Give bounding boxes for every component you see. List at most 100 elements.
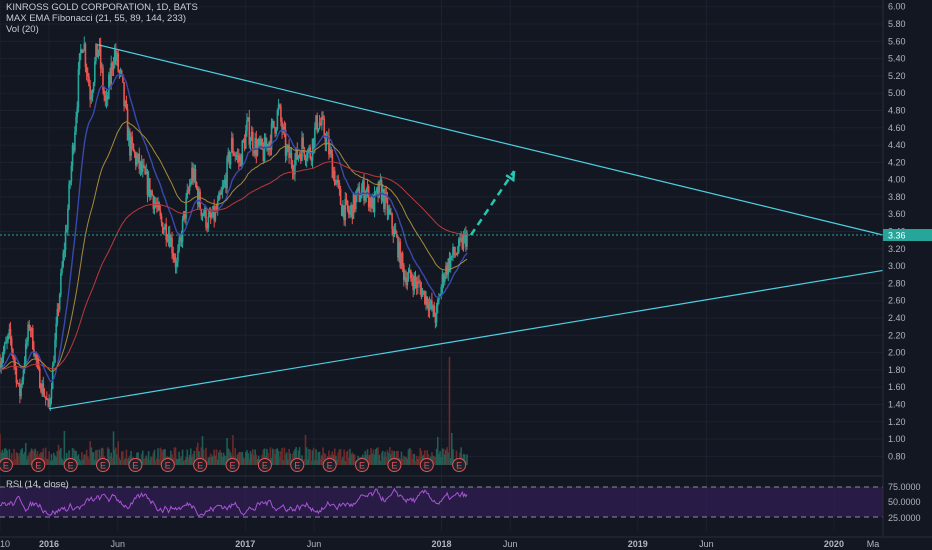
volume-bar xyxy=(380,452,383,465)
candle xyxy=(232,138,234,154)
volume-bar xyxy=(79,460,82,465)
volume-bar xyxy=(13,448,15,465)
volume-bar xyxy=(340,459,343,465)
candle xyxy=(321,116,323,125)
candle xyxy=(239,156,241,162)
candle xyxy=(281,121,283,132)
candle xyxy=(398,241,400,258)
volume-bar xyxy=(129,455,131,465)
candle xyxy=(270,123,273,151)
candle xyxy=(264,137,267,149)
candle xyxy=(34,352,36,356)
candle xyxy=(146,171,149,196)
volume-bar xyxy=(149,459,151,465)
candle xyxy=(328,135,330,155)
y-tick-label: 4.00 xyxy=(888,175,906,185)
candle xyxy=(268,141,271,151)
candle xyxy=(449,256,452,270)
volume-bar xyxy=(407,449,410,465)
volume-bar xyxy=(115,447,117,465)
candle xyxy=(132,143,135,152)
candle xyxy=(401,253,404,265)
candle xyxy=(127,130,130,141)
candle xyxy=(220,191,223,195)
earnings-marker-label: E xyxy=(456,461,462,471)
candle xyxy=(164,224,166,230)
candle xyxy=(316,115,318,132)
volume-bar xyxy=(400,451,403,465)
candle xyxy=(77,68,80,108)
volume-bar xyxy=(192,454,194,465)
candle xyxy=(307,149,309,159)
volume-bar xyxy=(431,452,433,465)
volume-bar xyxy=(350,454,352,465)
candle xyxy=(63,250,66,253)
candle xyxy=(222,184,225,188)
candle xyxy=(336,179,338,181)
candle xyxy=(101,67,103,69)
candle xyxy=(35,352,38,361)
volume-bar xyxy=(29,451,32,465)
candle xyxy=(106,95,109,99)
volume-bar xyxy=(383,456,385,465)
y-tick-label: 1.00 xyxy=(888,434,906,444)
volume-bar xyxy=(163,449,165,465)
candle xyxy=(186,189,189,198)
volume-bar xyxy=(374,449,377,465)
earnings-marker-label: E xyxy=(359,461,365,471)
volume-bar xyxy=(53,452,55,465)
candle xyxy=(69,181,72,184)
earnings-marker xyxy=(96,458,111,472)
candle xyxy=(280,106,282,122)
candle xyxy=(324,136,327,146)
candle xyxy=(420,287,423,297)
candle xyxy=(412,282,414,291)
candle xyxy=(42,383,45,396)
candle xyxy=(278,104,281,107)
candle xyxy=(386,197,389,215)
volume-bar xyxy=(315,449,317,465)
volume-bar xyxy=(415,455,418,465)
candle xyxy=(27,324,29,341)
candle xyxy=(408,269,411,273)
volume-bar xyxy=(276,448,279,465)
price-axis-bg xyxy=(883,0,932,550)
candle xyxy=(337,179,340,183)
earnings-marker-label: E xyxy=(230,461,236,471)
volume-bar xyxy=(88,458,90,465)
candle xyxy=(266,143,268,149)
earnings-marker-label: E xyxy=(294,461,300,471)
candle xyxy=(168,233,171,247)
volume-bar xyxy=(12,460,14,465)
x-tick-label: 2019 xyxy=(628,539,648,549)
candle xyxy=(19,383,21,397)
volume-bar xyxy=(225,455,227,465)
candle xyxy=(172,253,175,257)
candle xyxy=(282,126,285,132)
volume-bar xyxy=(308,448,310,465)
volume-bar xyxy=(244,452,247,465)
candle xyxy=(30,327,33,332)
volume-bar xyxy=(126,458,129,465)
volume-bar xyxy=(460,447,462,465)
volume-bar xyxy=(263,448,266,465)
volume-bar xyxy=(271,448,274,465)
candle xyxy=(103,90,105,96)
candle xyxy=(47,399,49,401)
earnings-marker xyxy=(128,458,143,472)
candle xyxy=(230,138,233,153)
candle xyxy=(294,159,296,175)
candle xyxy=(303,147,306,157)
volume-bar xyxy=(8,449,11,465)
y-tick-label: 6.00 xyxy=(888,2,906,12)
candle xyxy=(62,252,65,267)
volume-bar xyxy=(94,459,96,465)
candle xyxy=(74,131,76,151)
volume-bar xyxy=(432,455,434,465)
candle xyxy=(461,238,464,249)
candle xyxy=(72,145,75,151)
x-tick-label: 2017 xyxy=(235,539,255,549)
candle xyxy=(355,195,357,210)
volume-bar xyxy=(433,456,436,465)
